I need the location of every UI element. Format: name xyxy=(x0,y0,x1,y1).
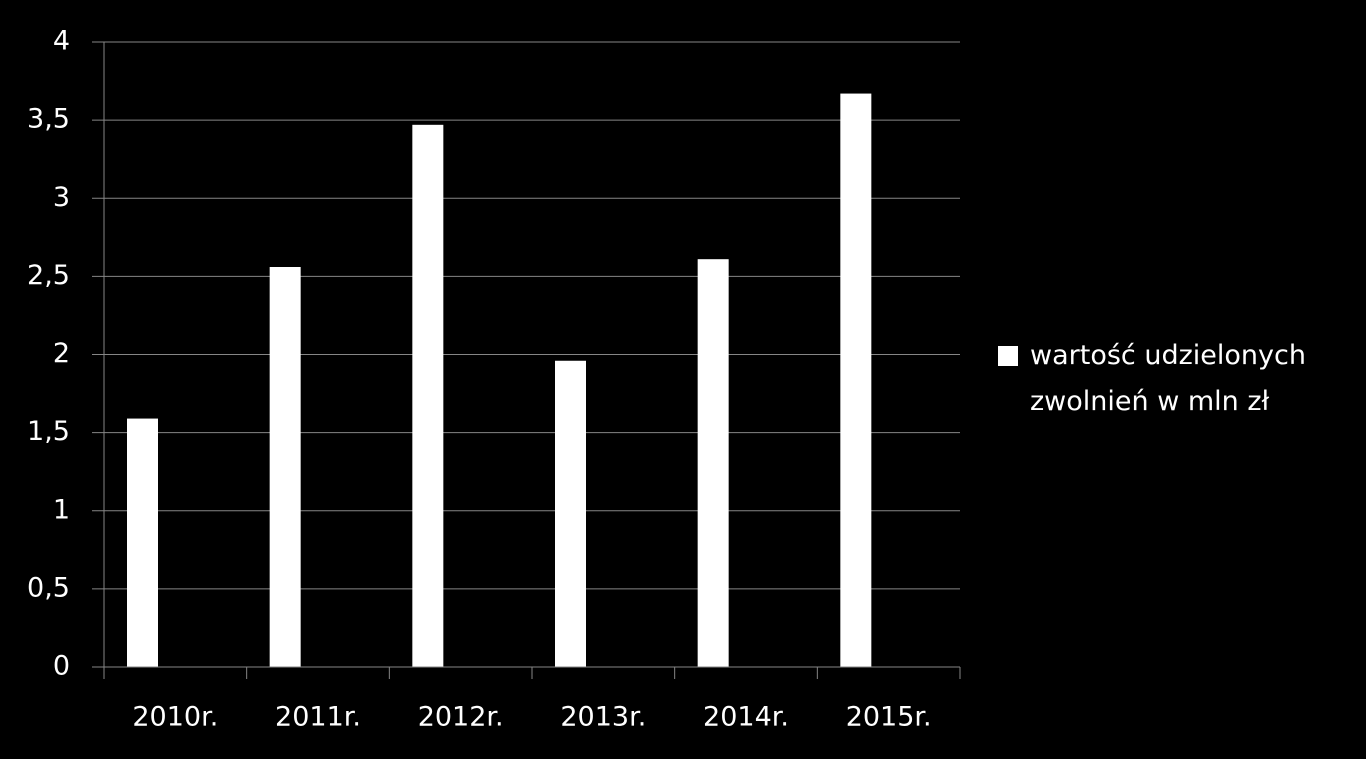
y-tick-label: 0 xyxy=(53,651,70,682)
legend-label: wartość udzielonych zwolnień w mln zł xyxy=(1030,340,1306,417)
x-tick-label: 2012r. xyxy=(418,702,504,733)
y-tick-label: 1,5 xyxy=(27,416,70,447)
legend-swatch xyxy=(998,346,1018,366)
x-tick-label: 2014r. xyxy=(703,702,789,733)
bar xyxy=(412,124,444,667)
y-tick-label: 4 xyxy=(53,26,70,57)
bar xyxy=(127,418,158,667)
bar xyxy=(555,360,586,667)
x-tick-label: 2013r. xyxy=(560,702,646,733)
bar xyxy=(269,267,301,667)
y-tick-label: 3,5 xyxy=(27,104,70,135)
y-tick-label: 3 xyxy=(53,182,70,213)
bar xyxy=(697,259,729,667)
x-tick-label: 2011r. xyxy=(275,702,361,733)
y-tick-label: 2 xyxy=(53,338,70,369)
bar xyxy=(840,93,872,667)
y-tick-label: 0,5 xyxy=(27,572,70,603)
y-tick-label: 2,5 xyxy=(27,260,70,291)
x-tick-label: 2010r. xyxy=(132,702,218,733)
y-tick-label: 1 xyxy=(53,494,70,525)
x-tick-label: 2015r. xyxy=(846,702,932,733)
